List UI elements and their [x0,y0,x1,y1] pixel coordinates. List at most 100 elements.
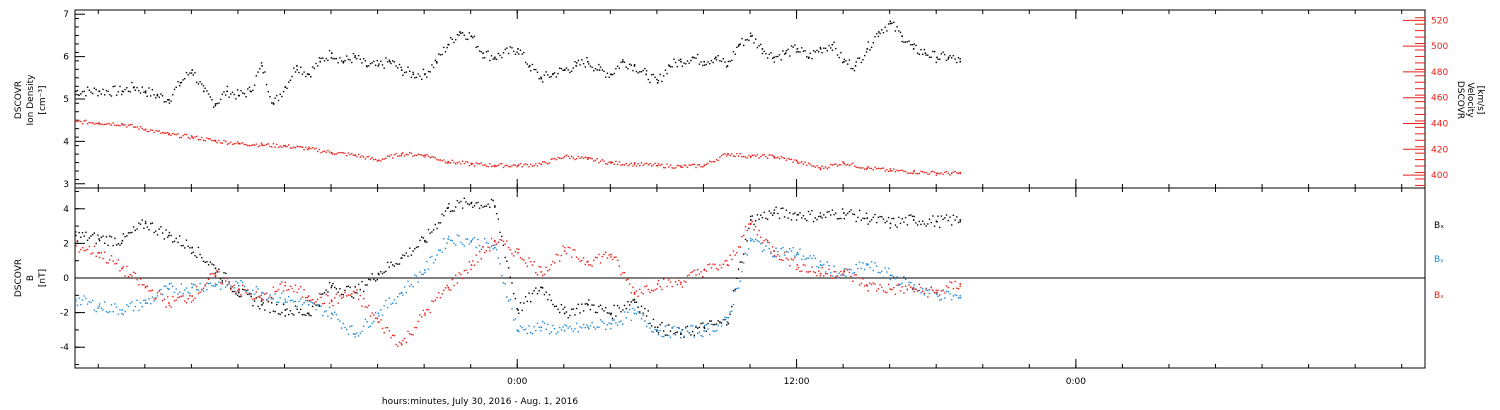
by-series-point [630,319,632,321]
bx-series-point [707,322,709,325]
bz-series-point [175,299,177,301]
bx-series-point [327,291,329,293]
velocity-series-point [78,120,80,122]
density-series-point [710,60,713,62]
bz-series-point [182,295,184,297]
by-series-point [811,257,813,260]
density-series-point [703,60,705,63]
by-series-point [93,309,96,311]
density-series-point [342,62,344,64]
by-series-point [126,304,128,306]
by-series-point [852,272,854,274]
bz-series-point [487,246,489,248]
by-series-point [801,258,803,261]
velocity-series-point [640,162,643,164]
bz-series-point [628,283,631,285]
bz-series-point [552,260,554,263]
bx-series-point [812,220,815,223]
velocity-series-point [645,162,648,164]
bx-series-point [473,205,476,207]
bx-series-point [214,267,217,270]
y-tick-label: 2 [63,239,69,249]
bx-series-point [915,222,917,224]
bx-series-point [76,240,79,243]
velocity-series-point [855,166,857,168]
bz-series-point [347,294,350,296]
bz-series-point [501,239,503,241]
density-series-point [709,63,711,65]
bx-series-point [746,240,748,242]
bz-series-point [267,300,269,302]
bx-series-point [952,214,955,216]
bz-series-point [710,267,713,269]
by-series-point [236,282,239,284]
velocity-series-point [189,137,191,140]
bx-series-point [286,308,288,310]
bz-series-point [282,290,285,292]
by-series-point [209,282,211,284]
bx-series-point [751,215,753,217]
velocity-series-point [494,164,496,167]
velocity-series-point [543,161,546,163]
bz-series-point [809,270,811,273]
bx-series-point [922,220,924,222]
bx-series-point [709,320,711,322]
density-series-point [553,72,556,74]
bz-series-point [915,288,917,291]
density-series-point [867,41,869,43]
by-series-point [628,308,631,311]
bx-series-point [201,257,203,259]
by-series-point [802,255,805,257]
bx-series-point [956,216,958,218]
velocity-series-point [417,153,419,155]
velocity-series-point [349,153,351,156]
bz-series-point [651,289,653,291]
by-series-point [937,295,939,298]
bz-series-point [231,286,234,288]
density-series-point [173,88,176,91]
density-series-point [726,65,729,67]
bx-series-point [207,264,210,266]
velocity-series-point [513,164,515,166]
bx-series-point [620,311,622,313]
bx-series-point [559,311,561,314]
bx-series-point [359,288,361,291]
bz-series-point [136,279,138,281]
by-series-point [736,288,738,290]
bz-series-point [720,267,723,269]
by-series-point [644,320,646,322]
density-series-point [826,50,828,52]
density-series-point [951,57,953,59]
velocity-series-point [465,161,467,163]
bz-series-point [172,295,174,298]
bx-series-point [255,297,257,299]
density-series-point [947,58,949,60]
by-series-point [146,302,148,304]
bx-series-point [334,286,336,289]
by-series-point [674,334,677,336]
bx-series-point [557,308,559,311]
by-series-point [850,269,852,271]
velocity-series-point [628,163,631,166]
by-series-point [175,288,177,290]
density-series-point [663,75,665,77]
by-series-point [443,238,445,240]
by-series-point [603,322,605,325]
density-series-point [746,38,748,41]
bx-series-point [680,333,682,335]
bz-series-point [599,262,602,264]
bx-series-point [424,241,426,243]
bx-series-point [237,291,240,294]
bx-series-point [323,292,326,294]
bz-series-point [167,296,169,298]
bz-series-point [680,283,682,285]
velocity-series-point [886,169,888,171]
velocity-series-point [127,124,130,126]
bz-series-point [357,298,360,301]
density-series-point [872,42,874,44]
by-series-point [831,275,834,277]
bx-series-point [349,286,351,289]
density-series-point [92,92,94,95]
velocity-series-point [156,130,159,132]
velocity-series-point [523,164,525,166]
